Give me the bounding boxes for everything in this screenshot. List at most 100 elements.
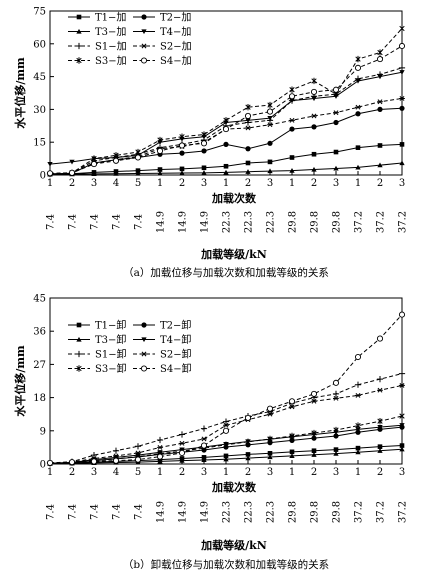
data-point <box>399 70 405 75</box>
load-level-label: 29.8 <box>310 501 321 523</box>
load-level-label: 37.2 <box>354 501 365 523</box>
data-point <box>134 443 142 450</box>
load-level-label: 7.4 <box>90 214 101 230</box>
data-point <box>157 444 163 450</box>
y-tick-label: 75 <box>33 7 46 18</box>
data-point <box>222 418 230 425</box>
data-point <box>201 165 207 171</box>
x-tick-label: 3 <box>201 467 207 478</box>
data-point <box>245 160 251 166</box>
load-level-label: 7.4 <box>112 504 123 520</box>
data-point <box>332 86 340 93</box>
data-point <box>355 104 361 110</box>
load-level-label: 22.3 <box>222 211 233 233</box>
data-point <box>223 163 229 169</box>
data-point <box>332 390 340 398</box>
data-point <box>354 75 362 82</box>
legend-label: S1−加 <box>95 41 127 53</box>
data-point <box>201 436 207 442</box>
data-point <box>377 162 383 168</box>
x-tick-label: 2 <box>311 467 317 478</box>
legend-label: T4−加 <box>160 26 191 38</box>
legend-marker <box>141 29 147 35</box>
data-point <box>200 425 208 432</box>
data-point <box>112 447 120 454</box>
series-line <box>49 373 403 464</box>
data-point <box>333 119 339 126</box>
data-point <box>333 426 339 434</box>
data-point <box>398 42 406 50</box>
y-axis-label: 水平位移/mm <box>13 57 27 129</box>
y-tick-label: 45 <box>33 72 46 83</box>
data-point <box>289 126 295 132</box>
x-tick-label: 5 <box>135 178 141 189</box>
x-tick-label: 2 <box>311 178 317 189</box>
data-point <box>156 147 164 154</box>
load-level-label: 22.3 <box>222 501 233 523</box>
data-point <box>267 159 273 165</box>
data-point <box>201 148 207 154</box>
y-tick-label: 15 <box>33 138 46 149</box>
data-point <box>201 170 207 175</box>
data-point <box>355 422 361 429</box>
data-point <box>399 142 405 147</box>
data-point <box>333 433 339 439</box>
legend-label: T3−卸 <box>95 333 126 346</box>
x-tick-label: 1 <box>157 467 163 478</box>
data-point <box>355 445 361 451</box>
legend-marker <box>76 322 82 328</box>
y-tick-label: 45 <box>33 294 46 305</box>
data-point <box>399 105 405 111</box>
data-point <box>311 448 317 454</box>
data-point <box>223 453 229 459</box>
data-point <box>289 155 295 160</box>
data-point <box>266 117 274 124</box>
x-tick-label: 2 <box>179 178 185 189</box>
data-point <box>355 164 361 170</box>
data-point <box>223 422 229 428</box>
data-point <box>376 71 384 78</box>
legend-marker <box>76 336 82 342</box>
legend: T1−卸 T2−卸 T3−卸 T4−卸 S1−卸 S2−卸 S3−卸 S4−卸 <box>68 319 192 375</box>
data-point <box>267 454 273 460</box>
data-point <box>398 370 406 377</box>
data-point <box>355 429 361 435</box>
data-point <box>399 443 405 448</box>
data-point <box>113 152 119 159</box>
figure-caption: （a）加载位移与加载次数和加载等级的关系 <box>123 266 329 279</box>
data-point <box>311 452 317 457</box>
data-point <box>267 168 273 174</box>
data-point <box>376 56 384 63</box>
data-point <box>311 151 317 157</box>
load-level-label: 14.9 <box>156 211 167 233</box>
legend-marker <box>76 57 82 64</box>
data-point <box>377 444 383 449</box>
x-tick-label: 2 <box>69 178 75 189</box>
data-point <box>289 86 295 93</box>
legend-marker <box>141 322 147 328</box>
data-point <box>289 449 295 455</box>
data-point <box>179 133 185 140</box>
data-point <box>68 459 76 466</box>
x-tick-label: 1 <box>223 178 229 189</box>
load-level-label: 29.8 <box>288 211 299 233</box>
load-level-label: 7.4 <box>90 504 101 520</box>
x-tick-label: 2 <box>377 178 383 189</box>
load-level-label: 14.9 <box>156 501 167 523</box>
x-tick-label: 1 <box>289 467 295 478</box>
load-level-label: 7.4 <box>68 214 79 230</box>
x-tick-label: 3 <box>267 178 273 189</box>
data-point <box>244 119 252 126</box>
load-level-label: 7.4 <box>46 504 57 520</box>
data-point <box>333 149 339 155</box>
x-tick-label: 2 <box>245 178 251 189</box>
data-point <box>399 423 405 428</box>
data-point <box>156 453 164 460</box>
data-point <box>377 424 383 430</box>
load-level-label: 14.9 <box>178 501 189 523</box>
data-point <box>311 435 317 441</box>
load-level-label: 22.3 <box>244 501 255 523</box>
data-point <box>179 166 185 172</box>
legend-marker <box>140 365 148 372</box>
